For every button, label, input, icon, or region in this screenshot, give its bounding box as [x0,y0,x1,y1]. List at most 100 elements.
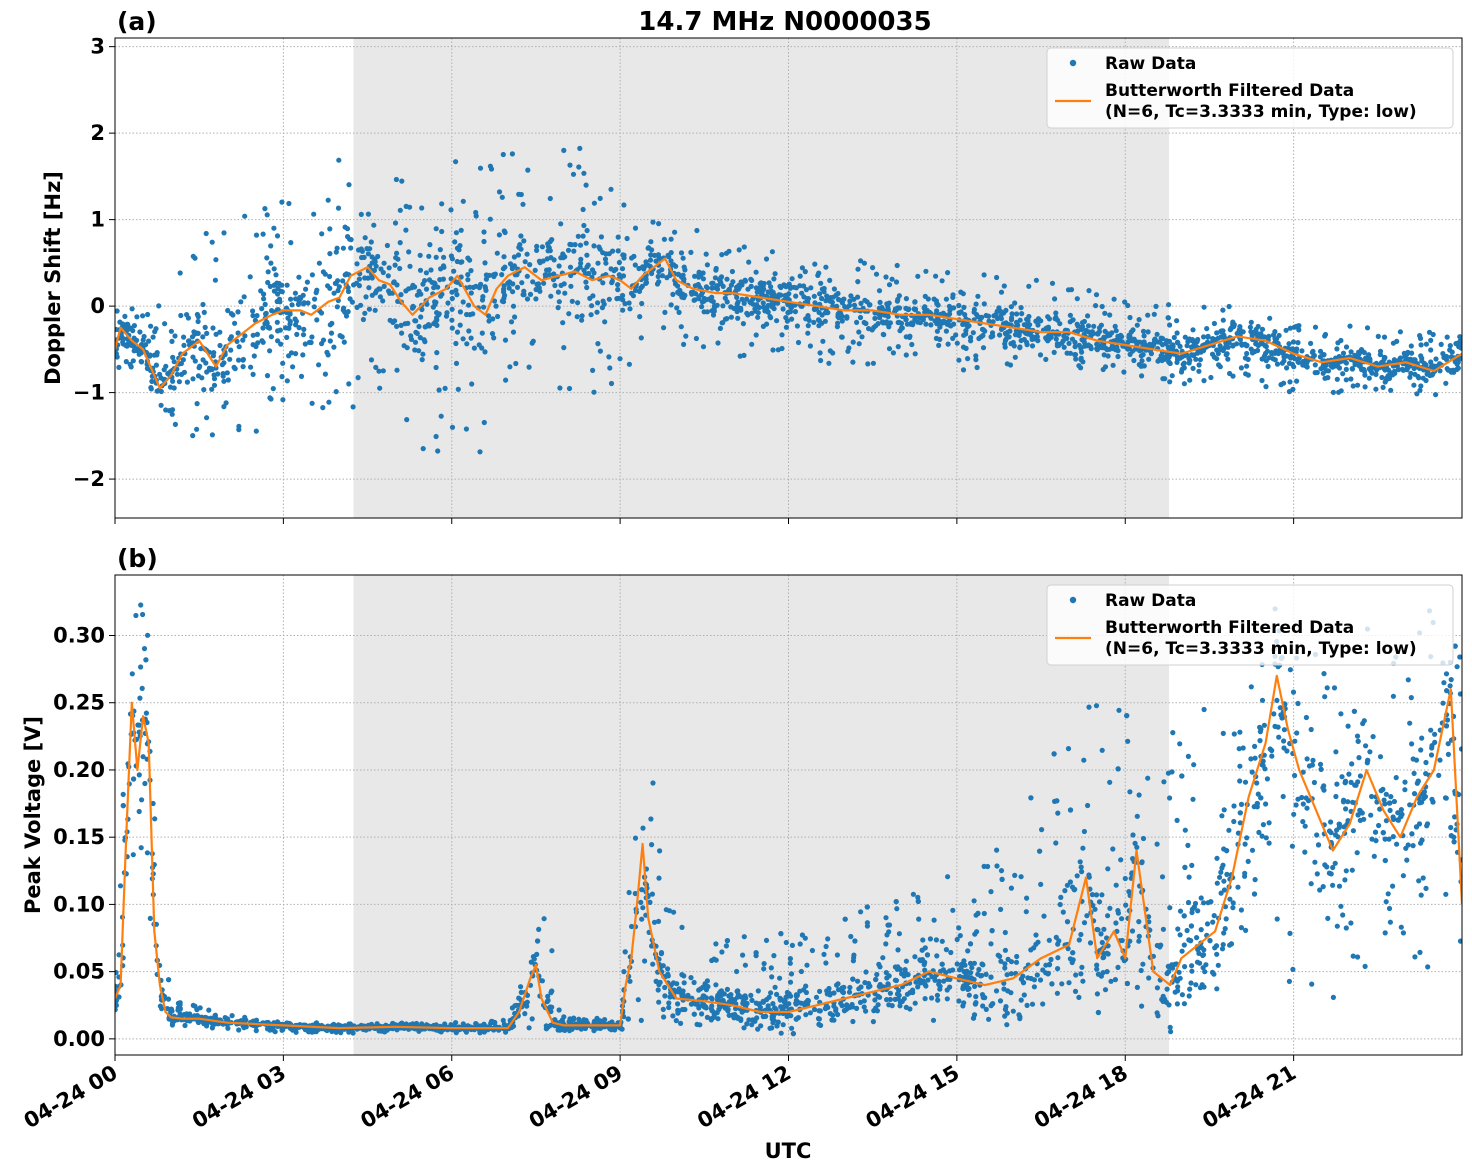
raw-data-point [454,292,460,298]
raw-data-point [502,229,508,236]
raw-data-point [717,1004,724,1010]
raw-data-point [846,345,852,351]
raw-data-point [656,999,662,1005]
raw-data-point [744,296,750,302]
raw-data-point [1356,755,1362,761]
raw-data-point [581,170,587,176]
raw-data-point [657,848,663,854]
raw-data-point [361,254,367,260]
raw-data-point [903,958,910,964]
raw-data-point [405,320,411,326]
raw-data-point [1357,773,1363,779]
raw-data-point [886,282,893,288]
raw-data-point [1322,694,1328,700]
raw-data-point [279,289,285,295]
raw-data-point [1302,362,1308,369]
raw-data-point [769,974,775,980]
raw-data-point [1096,325,1103,331]
raw-data-point [322,371,328,377]
raw-data-point [492,271,498,277]
raw-data-point [993,988,1000,994]
raw-data-point [539,244,546,250]
raw-data-point [700,344,707,350]
raw-data-point [1193,982,1199,988]
raw-data-point [1259,762,1265,768]
raw-data-point [1154,985,1160,991]
raw-data-point [936,342,942,348]
raw-data-point [774,991,780,998]
raw-data-point [1171,334,1177,341]
raw-data-point [1231,803,1237,809]
raw-data-point [1408,343,1414,349]
raw-data-point [548,1008,554,1015]
raw-data-point [1119,937,1125,944]
raw-data-point [691,297,697,303]
raw-data-point [1014,311,1020,317]
raw-data-point [979,314,985,320]
raw-data-point [358,246,364,252]
raw-data-point [583,279,589,285]
raw-data-point [148,385,154,391]
raw-data-point [364,246,370,252]
raw-data-point [720,303,726,309]
raw-data-point [609,278,615,284]
raw-data-point [1408,370,1414,376]
raw-data-point [534,247,540,253]
raw-data-point [945,874,951,880]
raw-data-point [778,292,784,298]
raw-data-point [422,339,428,345]
y-tick-label: 3 [90,35,105,59]
raw-data-point [1447,343,1453,349]
raw-data-point [1457,334,1462,340]
raw-data-point [229,1013,235,1019]
raw-data-point [1175,340,1181,346]
raw-data-point [1158,335,1164,341]
raw-data-point [1167,795,1173,801]
raw-data-point [620,273,627,279]
raw-data-point [740,321,747,327]
raw-data-point [768,284,774,290]
raw-data-point [816,323,822,329]
raw-data-point [328,330,335,336]
raw-data-point [490,316,496,322]
raw-data-point [946,303,953,309]
raw-data-point [650,961,656,967]
raw-data-point [377,385,383,391]
raw-data-point [355,375,361,381]
raw-data-point [1205,333,1211,339]
raw-data-point [956,357,962,363]
raw-data-point [577,242,584,248]
raw-data-point [250,371,256,377]
raw-data-point [787,285,794,291]
raw-data-point [1274,916,1280,922]
legend-filtered-label: Butterworth Filtered Data [1105,81,1354,101]
raw-data-point [511,254,517,260]
raw-data-point [1018,874,1024,880]
raw-data-point [469,381,475,387]
raw-data-point [203,230,209,237]
raw-data-point [1377,754,1384,760]
raw-data-point [569,298,575,304]
raw-data-point [1098,931,1104,937]
raw-data-point [201,309,207,315]
raw-data-point [1400,930,1406,936]
raw-data-point [1411,770,1417,777]
raw-data-point [145,311,151,318]
raw-data-point [1069,336,1076,342]
raw-data-point [608,186,614,192]
raw-data-point [1374,799,1380,805]
raw-data-point [241,294,247,300]
raw-data-point [912,1000,918,1006]
raw-data-point [941,318,947,324]
raw-data-point [381,283,387,289]
raw-data-point [521,238,527,244]
raw-data-point [1185,753,1191,760]
raw-data-point [889,276,895,282]
raw-data-point [502,337,509,343]
raw-data-point [1416,375,1422,381]
raw-data-point [479,297,486,303]
raw-data-point [805,296,812,302]
raw-data-point [1214,330,1220,336]
raw-data-point [496,232,502,238]
